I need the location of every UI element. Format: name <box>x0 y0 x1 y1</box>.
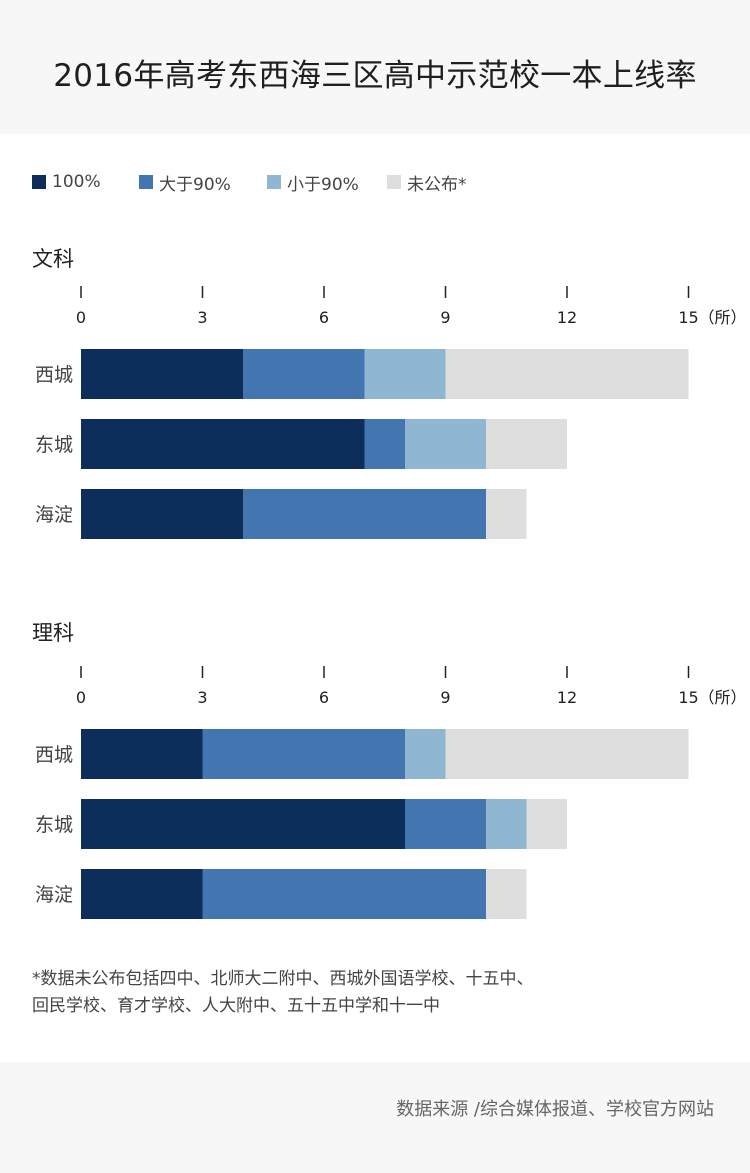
bar-dongcheng-unpublished <box>526 799 567 849</box>
bar-haidian-over-90 <box>243 489 486 539</box>
category-label-haidian: 海淀 <box>35 884 73 906</box>
legend-swatch-unpublished <box>387 175 401 189</box>
bar-xicheng-full <box>81 729 203 779</box>
legend-label-unpublished: 未公布* <box>407 174 467 195</box>
tick-label: 0 <box>76 688 86 707</box>
tick-label: 15 <box>678 688 698 707</box>
tick-label: 15 <box>678 308 698 327</box>
axis-unit-label: （所） <box>699 688 747 707</box>
category-label-xicheng: 西城 <box>35 744 73 766</box>
bar-haidian-unpublished <box>486 869 527 919</box>
legend-label-under-90: 小于90% <box>287 174 359 195</box>
legend-swatch-under-90 <box>267 175 281 189</box>
bar-xicheng-under-90 <box>364 349 446 399</box>
bar-xicheng-over-90 <box>202 729 405 779</box>
tick-label: 12 <box>557 308 577 327</box>
source-note: 数据来源 /综合媒体报道、学校官方网站 <box>396 1099 714 1120</box>
tick-label: 12 <box>557 688 577 707</box>
bar-xicheng-unpublished <box>445 729 689 779</box>
bar-haidian-full <box>81 489 243 539</box>
bar-haidian-over-90 <box>202 869 486 919</box>
header: 2016年高考东西海三区高中示范校一本上线率 <box>0 0 750 134</box>
legend-item-unpublished: 未公布* <box>387 170 467 195</box>
tick-label: 3 <box>197 308 207 327</box>
bar-dongcheng-over-90 <box>364 419 405 469</box>
legend-item-100: 100% <box>32 170 101 194</box>
bar-xicheng-full <box>81 349 243 399</box>
bar-xicheng-over-90 <box>243 349 365 399</box>
bar-haidian-unpublished <box>486 489 527 539</box>
bar-haidian-full <box>81 869 203 919</box>
legend-item-over-90: 大于90% <box>139 170 231 195</box>
bar-dongcheng-under-90 <box>405 419 486 469</box>
tick-label: 3 <box>197 688 207 707</box>
legend-label-100: 100% <box>52 172 101 192</box>
legend-item-under-90: 小于90% <box>267 170 359 195</box>
axis-unit-label: （所） <box>699 308 747 327</box>
footnote: *数据未公布包括四中、北师大二附中、西城外国语学校、十五中、 回民学校、育才学校… <box>32 966 722 1020</box>
tick-label: 6 <box>319 308 329 327</box>
bar-xicheng-unpublished <box>445 349 689 399</box>
footnote-line-2: 回民学校、育才学校、人大附中、五十五中学和十一中 <box>32 996 440 1016</box>
tick-label: 9 <box>440 688 450 707</box>
category-label-haidian: 海淀 <box>35 504 73 526</box>
footer: 数据来源 /综合媒体报道、学校官方网站 <box>0 1062 750 1173</box>
category-label-dongcheng: 东城 <box>35 814 73 836</box>
bar-dongcheng-under-90 <box>486 799 527 849</box>
legend-swatch-over-90 <box>139 175 153 189</box>
section-title-science: 理科 <box>32 621 74 645</box>
bar-dongcheng-over-90 <box>405 799 486 849</box>
section-title-arts: 文科 <box>32 247 74 271</box>
bar-xicheng-under-90 <box>405 729 446 779</box>
legend-swatch-100 <box>32 175 46 189</box>
bar-dongcheng-full <box>81 799 405 849</box>
category-label-dongcheng: 东城 <box>35 434 73 456</box>
category-label-xicheng: 西城 <box>35 364 73 386</box>
bar-dongcheng-full <box>81 419 365 469</box>
footnote-line-1: *数据未公布包括四中、北师大二附中、西城外国语学校、十五中、 <box>32 969 534 989</box>
tick-label: 6 <box>319 688 329 707</box>
legend-label-over-90: 大于90% <box>159 174 231 195</box>
bar-dongcheng-unpublished <box>486 419 567 469</box>
tick-label: 9 <box>440 308 450 327</box>
tick-label: 0 <box>76 308 86 327</box>
chart-title: 2016年高考东西海三区高中示范校一本上线率 <box>53 58 697 94</box>
